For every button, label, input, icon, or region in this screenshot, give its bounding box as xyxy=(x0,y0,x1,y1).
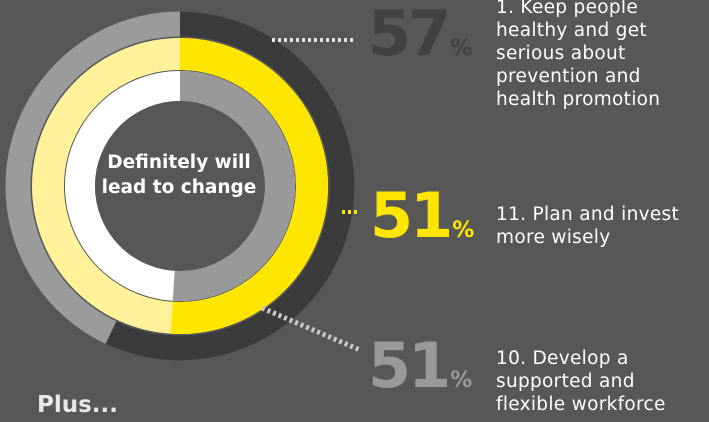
value-label-3: 51% xyxy=(368,329,473,402)
chart-center-label: Definitely will lead to change xyxy=(101,152,257,198)
ring-2-value-arc xyxy=(170,38,328,334)
item-label-2: 11. Plan and invest more wisely xyxy=(496,204,680,248)
item-label-1: 1. Keep people healthy and get serious a… xyxy=(496,0,661,110)
ring-1-value-arc xyxy=(105,11,355,361)
value-label-1: 57% xyxy=(368,0,473,70)
ring-3-value-arc xyxy=(172,71,296,301)
plus-label: Plus... xyxy=(37,392,119,418)
item-label-3: 10. Develop a supported and flexible wor… xyxy=(496,348,666,415)
chart-center xyxy=(95,101,265,271)
value-label-2: 51% xyxy=(370,179,475,252)
